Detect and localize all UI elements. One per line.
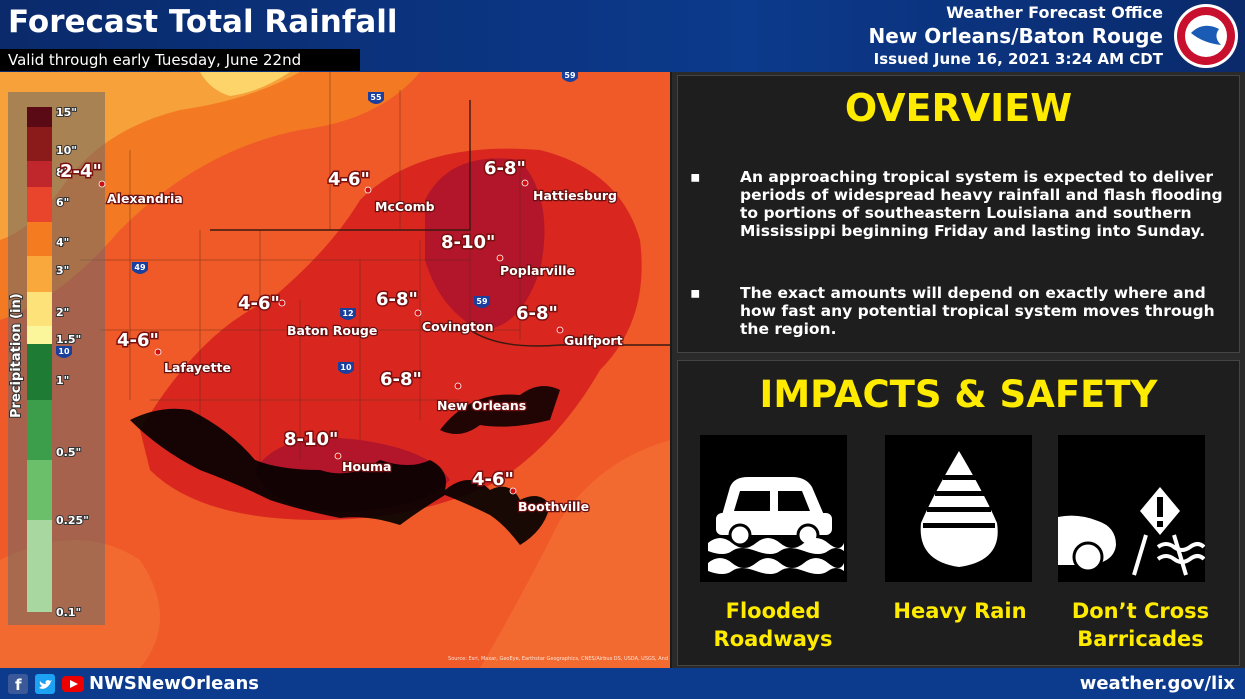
amount-label: 4-6" xyxy=(238,293,280,314)
legend-backdrop xyxy=(8,92,105,625)
city-label: Hattiesburg xyxy=(533,188,617,203)
amount-label: 4-6" xyxy=(117,330,159,351)
interstate-label: 12 xyxy=(342,309,353,318)
city-dots xyxy=(98,179,564,495)
bullet-mark: ▪ xyxy=(690,168,701,186)
legend-label: 15" xyxy=(56,106,77,119)
city-label: Lafayette xyxy=(164,360,231,375)
barricade-icon xyxy=(1058,435,1205,582)
legend-swatch xyxy=(27,107,52,127)
legend-label: 1" xyxy=(56,374,69,387)
city-label: Gulfport xyxy=(564,333,623,348)
interstate-label: 10 xyxy=(340,363,352,372)
legend-label: 10" xyxy=(56,144,77,157)
interstate-label: 10 xyxy=(58,347,70,356)
overview-box: OVERVIEW ▪ An approaching tropical syste… xyxy=(677,75,1240,353)
flooded-icon xyxy=(700,435,847,582)
amount-label: 8-10" xyxy=(441,232,495,253)
social-icons: f xyxy=(8,674,84,694)
rainfall-map: 15" 10" 8" 6" 4" 3" 2" 1.5" 1" 0.5" 0.25… xyxy=(0,72,670,668)
amount-label: 4-6" xyxy=(472,469,514,490)
amount-label: 4-6" xyxy=(328,169,370,190)
city-label: Baton Rouge xyxy=(287,323,377,338)
map-source: Source: Esri, Maxar, GeoEye, Earthstar G… xyxy=(448,656,668,662)
amount-label: 2-4" xyxy=(60,161,102,182)
legend-label: 0.1" xyxy=(56,606,81,619)
legend-label: 2" xyxy=(56,306,69,319)
title: Forecast Total Rainfall xyxy=(8,4,398,40)
state-line xyxy=(210,100,670,347)
impacts-heading: IMPACTS & SAFETY xyxy=(759,373,1158,416)
city-label: McComb xyxy=(375,199,435,214)
legend-label: 1.5" xyxy=(56,333,81,346)
legend-swatch xyxy=(27,161,52,187)
region: New Orleans/Baton Rouge xyxy=(868,24,1163,48)
bullet-mark: ▪ xyxy=(690,284,701,302)
facebook-icon[interactable] xyxy=(8,674,28,694)
legend-swatch xyxy=(27,292,52,326)
issued: Issued June 16, 2021 3:24 AM CDT xyxy=(873,50,1163,68)
social-handle: NWSNewOrleans xyxy=(89,673,260,694)
amount-label: 6-8" xyxy=(484,158,526,179)
footer: f NWSNewOrleans weather.gov/lix xyxy=(0,668,1245,699)
zone-2 xyxy=(200,72,290,96)
interstate-label: 59 xyxy=(476,297,488,306)
website: weather.gov/lix xyxy=(1079,673,1235,694)
legend-label: 3" xyxy=(56,264,69,277)
info-panel: OVERVIEW ▪ An approaching tropical syste… xyxy=(672,72,1245,668)
subtitle: Valid through early Tuesday, June 22nd xyxy=(0,49,360,71)
city-label: Poplarville xyxy=(500,263,575,278)
legend-label: 0.25" xyxy=(56,514,89,527)
amount-label: 6-8" xyxy=(376,289,418,310)
city-label: Covington xyxy=(422,319,494,334)
city-label: New Orleans xyxy=(437,398,526,413)
amount-label: 6-8" xyxy=(380,369,422,390)
city-label: Houma xyxy=(342,459,391,474)
lake-borgne xyxy=(440,386,560,434)
interstate-label: 55 xyxy=(370,93,382,102)
interstate-label: 49 xyxy=(134,263,146,272)
header: Forecast Total Rainfall Valid through ea… xyxy=(0,0,1245,72)
interstates: 55 59 49 12 59 10 10 xyxy=(56,72,578,374)
legend-title: Precipitation (in) xyxy=(9,293,24,418)
legend-swatch xyxy=(27,344,52,400)
impacts-box: IMPACTS & SAFETY Flooded Roadways Heavy … xyxy=(677,360,1240,666)
city-label: Alexandria xyxy=(107,191,183,206)
bullet-text: The exact amounts will depend on exactly… xyxy=(740,284,1215,338)
office: Weather Forecast Office xyxy=(946,3,1163,22)
overview-heading: OVERVIEW xyxy=(844,86,1073,130)
legend-swatch xyxy=(27,187,52,222)
svg-text:f: f xyxy=(15,676,22,694)
legend: 15" 10" 8" 6" 4" 3" 2" 1.5" 1" 0.5" 0.25… xyxy=(8,92,105,625)
amount-label: 6-8" xyxy=(516,303,558,324)
impact-label: Heavy Rain xyxy=(893,599,1027,623)
heavy-rain-icon xyxy=(885,435,1032,582)
legend-swatch xyxy=(27,400,52,460)
legend-label: 4" xyxy=(56,236,69,249)
nws-logo xyxy=(1174,4,1238,68)
bullet-text: An approaching tropical system is expect… xyxy=(740,168,1223,240)
coastline xyxy=(130,408,550,545)
impact-label: Flooded Roadways xyxy=(713,599,833,651)
legend-swatch xyxy=(27,256,52,292)
impact-label: Don’t Cross Barricades xyxy=(1071,599,1210,651)
legend-swatch xyxy=(27,127,52,161)
legend-swatch xyxy=(27,222,52,256)
legend-label: 0.5" xyxy=(56,446,81,459)
city-label: Boothville xyxy=(518,499,589,514)
zone-8-north xyxy=(425,158,545,330)
amount-label: 8-10" xyxy=(284,429,338,450)
legend-label: 8" xyxy=(56,166,69,179)
legend-swatch xyxy=(27,460,52,520)
legend-swatch xyxy=(27,520,52,612)
legend-label: 6" xyxy=(56,196,69,209)
zone-gulf xyxy=(480,440,670,668)
legend-swatch xyxy=(27,326,52,344)
interstate-label: 59 xyxy=(564,72,576,80)
